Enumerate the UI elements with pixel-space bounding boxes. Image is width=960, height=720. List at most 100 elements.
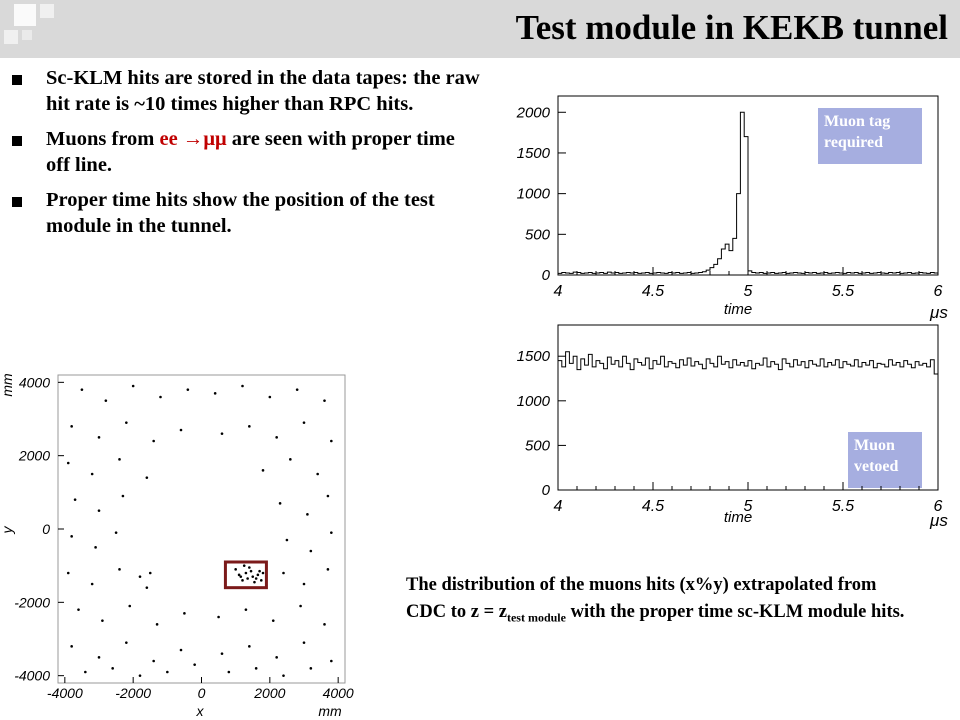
y-tick-label: 0 xyxy=(42,521,50,537)
scatter-point xyxy=(246,577,249,580)
figure-caption: The distribution of the muons hits (x%y)… xyxy=(406,572,916,632)
scatter-point xyxy=(186,388,190,391)
scatter-point xyxy=(148,571,152,575)
scatter-point xyxy=(145,476,149,479)
y-tick-label: -2000 xyxy=(14,594,50,610)
histogram-series xyxy=(557,351,939,490)
scatter-point xyxy=(121,494,125,498)
bullet-square-icon xyxy=(12,136,22,146)
x-tick-label: 5 xyxy=(744,498,753,515)
scatter-point xyxy=(278,502,282,505)
scatter-point xyxy=(213,392,217,395)
caption-subscript: test module xyxy=(506,610,566,625)
x-tick-label: 4.5 xyxy=(642,498,664,515)
y-tick-label: 1000 xyxy=(517,393,551,410)
title-bar: Test module in KEKB tunnel xyxy=(0,0,960,58)
scatter-point xyxy=(70,645,73,648)
scatter-point xyxy=(248,566,251,569)
scatter-point xyxy=(239,575,243,578)
bullet-item: Muons from ee →μμ are seen with proper t… xyxy=(12,126,482,178)
bullet-item: Sc-KLM hits are stored in the data tapes… xyxy=(12,65,482,117)
scatter-point xyxy=(326,494,330,498)
scatter-point xyxy=(330,439,333,443)
x-tick-label: 2000 xyxy=(253,685,285,701)
scatter-point xyxy=(285,538,289,542)
x-tick-label: 6 xyxy=(934,498,943,515)
scatter-point xyxy=(114,531,118,534)
scatter-point xyxy=(90,582,94,586)
scatter-point xyxy=(330,659,333,663)
scatter-point xyxy=(128,604,132,608)
scatter-point xyxy=(166,670,169,674)
y-axis-unit: mm xyxy=(0,373,15,397)
scatter-point xyxy=(104,399,108,402)
scatter-point xyxy=(118,458,121,461)
scatter-point xyxy=(97,656,101,659)
scatter-point xyxy=(66,461,70,465)
x-axis-label: x xyxy=(196,703,205,719)
bullet-item: Proper time hits show the position of th… xyxy=(12,187,482,239)
scatter-point xyxy=(159,395,162,399)
scatter-point xyxy=(234,568,237,571)
scatter-point xyxy=(138,674,142,677)
x-tick-label: 5.5 xyxy=(832,283,854,300)
scatter-point xyxy=(152,659,155,663)
x-axis-unit: μs xyxy=(929,303,948,322)
scatter-point xyxy=(70,425,73,428)
scatter-point xyxy=(251,575,255,578)
bullet-red-text: ee →μμ xyxy=(159,128,227,150)
scatter-point xyxy=(302,421,306,424)
scatter-point xyxy=(101,619,104,622)
x-tick-label: 4.5 xyxy=(642,283,664,300)
scatter-point xyxy=(84,670,87,674)
y-tick-label: 1500 xyxy=(517,348,551,365)
scatter-point xyxy=(259,579,263,582)
histogram-frame xyxy=(557,324,939,491)
scatter-point xyxy=(275,656,278,659)
scatter-point xyxy=(254,577,258,580)
x-axis-label: time xyxy=(724,509,752,526)
x-tick-label: 4 xyxy=(554,498,563,515)
scatter-point xyxy=(323,623,326,626)
muon-tag-required-label: Muon tag required xyxy=(818,108,922,164)
scatter-frame xyxy=(57,374,346,684)
scatter-point xyxy=(268,395,272,399)
y-tick-label: -4000 xyxy=(14,668,50,684)
scatter-point xyxy=(323,399,326,402)
scatter-point xyxy=(326,568,330,571)
scatter-point xyxy=(248,645,251,648)
x-axis-label: time xyxy=(724,301,752,318)
scatter-point xyxy=(111,667,114,670)
scatter-point xyxy=(244,571,248,575)
scatter-point xyxy=(70,535,73,538)
scatter-point xyxy=(94,546,97,549)
scatter-point xyxy=(227,670,231,674)
scatter-point xyxy=(302,582,306,586)
caption-text: with the proper time sc-KLM module hits. xyxy=(565,602,905,622)
scatter-point xyxy=(97,436,101,439)
x-tick-label: -2000 xyxy=(115,685,151,701)
scatter-point xyxy=(299,604,302,608)
y-tick-label: 4000 xyxy=(19,374,50,390)
scatter-point xyxy=(249,569,253,573)
x-axis-unit: μs xyxy=(929,511,948,530)
scatter-point xyxy=(261,571,265,575)
scatter-point xyxy=(179,428,183,432)
scatter-point xyxy=(97,509,101,512)
caption-text: The distribution of the muons hits (x%y)… xyxy=(406,575,877,622)
scatter-point xyxy=(275,436,278,439)
scatter-point xyxy=(217,615,220,619)
y-tick-label: 2000 xyxy=(18,448,50,464)
scatter-point xyxy=(282,571,285,575)
scatter-point xyxy=(90,472,94,476)
scatter-point xyxy=(220,432,224,435)
scatter-point xyxy=(220,652,224,655)
scatter-point xyxy=(131,384,135,388)
bullet-text: Muons from xyxy=(46,128,160,150)
scatter-point xyxy=(241,579,244,582)
scatter-point xyxy=(316,472,319,476)
x-tick-label: 4000 xyxy=(323,685,354,701)
x-tick-label: 5.5 xyxy=(832,498,854,515)
x-tick-label: 0 xyxy=(198,685,206,701)
